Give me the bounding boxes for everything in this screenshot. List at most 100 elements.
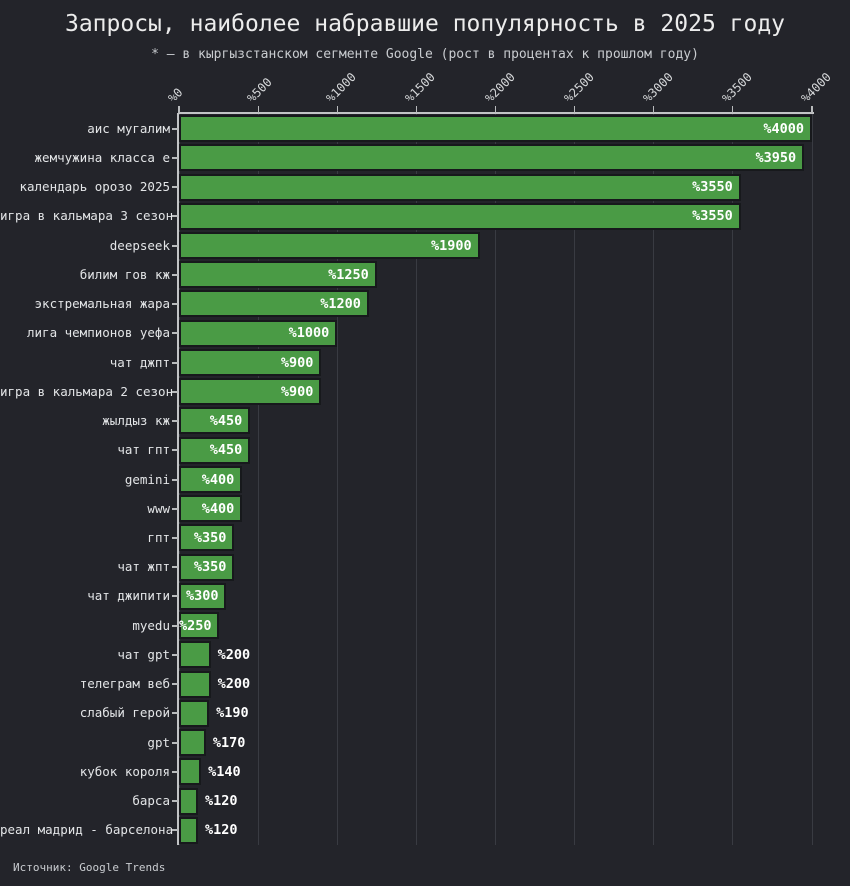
y-tick bbox=[172, 478, 178, 481]
category-label: deepseek bbox=[109, 237, 170, 253]
bar-value-label: %1000 bbox=[288, 325, 330, 342]
bar bbox=[179, 115, 812, 143]
y-tick bbox=[172, 332, 178, 335]
y-tick bbox=[172, 127, 178, 130]
bar-value-label: %3950 bbox=[755, 149, 797, 166]
y-tick bbox=[172, 566, 178, 569]
category-label: жемчужина класса е bbox=[34, 149, 170, 165]
bar-value-label: %900 bbox=[280, 383, 314, 400]
bar-value-label: %900 bbox=[280, 354, 314, 371]
x-tick bbox=[494, 106, 497, 113]
x-tick-label: %1000 bbox=[323, 69, 360, 106]
y-tick bbox=[172, 303, 178, 306]
bar bbox=[179, 465, 243, 493]
category-label: игра в кальмара 2 сезон bbox=[0, 383, 174, 399]
x-tick-label: %2500 bbox=[561, 69, 597, 106]
bar-value-label: %450 bbox=[209, 442, 243, 459]
y-tick bbox=[172, 420, 178, 423]
x-tick-label: %3000 bbox=[640, 69, 676, 106]
bar bbox=[179, 495, 243, 523]
bar-value-label: %3550 bbox=[692, 208, 733, 225]
bar bbox=[179, 436, 251, 464]
bar bbox=[179, 729, 206, 757]
x-tick bbox=[178, 106, 180, 113]
y-tick bbox=[172, 186, 178, 189]
y-tick bbox=[172, 449, 178, 452]
bar bbox=[179, 699, 210, 727]
x-tick-label: %0 bbox=[165, 85, 186, 106]
bar-value-label: %450 bbox=[209, 413, 243, 430]
gridline bbox=[811, 114, 813, 845]
x-tick bbox=[257, 106, 259, 113]
category-label: экстремальная жара bbox=[34, 296, 170, 312]
bar-value-label: %200 bbox=[217, 676, 251, 693]
y-tick bbox=[172, 244, 178, 247]
bar-value-label: %170 bbox=[212, 734, 246, 751]
bar-value-label: %350 bbox=[193, 559, 227, 576]
bar bbox=[179, 787, 198, 815]
bar-value-label: %190 bbox=[216, 705, 249, 722]
category-label: www bbox=[147, 500, 170, 516]
y-tick bbox=[172, 507, 178, 510]
bar-value-label: %200 bbox=[217, 646, 251, 663]
category-label: жылдыз кж bbox=[102, 413, 170, 429]
category-label: барса bbox=[132, 793, 170, 809]
y-tick bbox=[172, 361, 178, 364]
bar bbox=[179, 407, 251, 435]
y-axis-line bbox=[177, 113, 179, 845]
y-tick bbox=[172, 536, 178, 539]
x-tick-label: %2000 bbox=[481, 69, 518, 106]
bar bbox=[179, 378, 322, 406]
category-label: gpt bbox=[147, 734, 170, 750]
x-axis-line bbox=[178, 112, 814, 114]
bar bbox=[179, 173, 741, 201]
category-label: чат джпт bbox=[109, 354, 170, 370]
chart-title: Запросы, наиболее набравшие популярность… bbox=[64, 11, 786, 37]
x-tick-label: %500 bbox=[244, 74, 275, 106]
bar bbox=[179, 202, 741, 230]
bar-value-label: %3550 bbox=[692, 179, 733, 196]
category-label: чат гпт bbox=[117, 442, 170, 458]
bar-value-label: %1900 bbox=[431, 237, 472, 254]
bar bbox=[179, 524, 235, 552]
bar-value-label: %250 bbox=[179, 617, 212, 634]
category-label: реал мадрид - барселона bbox=[0, 822, 174, 838]
category-label: игра в кальмара 3 сезон bbox=[0, 208, 174, 224]
bar bbox=[179, 290, 369, 318]
category-label: аис мугалим bbox=[87, 120, 170, 136]
x-tick bbox=[732, 106, 734, 113]
y-tick bbox=[172, 712, 178, 715]
bar bbox=[179, 670, 211, 698]
gridline bbox=[574, 114, 576, 845]
x-tick-label: %1500 bbox=[402, 69, 439, 106]
bar bbox=[179, 144, 805, 172]
bar bbox=[179, 582, 227, 610]
bar-value-label: %400 bbox=[201, 471, 235, 488]
source-caption: Источник: Google Trends bbox=[13, 861, 166, 874]
bar bbox=[179, 319, 338, 347]
chart-subtitle: * — в кыргызстанском сегменте Google (ро… bbox=[151, 47, 699, 62]
x-tick bbox=[336, 106, 338, 113]
bar bbox=[179, 758, 202, 786]
category-label: чат джипити bbox=[87, 588, 170, 604]
category-label: гпт bbox=[147, 529, 170, 545]
x-tick-label: %4000 bbox=[798, 69, 834, 106]
bar bbox=[179, 816, 198, 844]
category-label: чат жпт bbox=[117, 559, 170, 575]
x-tick bbox=[415, 106, 417, 113]
bar bbox=[179, 261, 377, 289]
category-label: чат gpt bbox=[117, 646, 170, 662]
gridline bbox=[495, 114, 496, 845]
category-label: слабый герой bbox=[79, 705, 170, 721]
y-tick bbox=[172, 829, 178, 832]
y-tick bbox=[172, 156, 178, 159]
bar-value-label: %120 bbox=[204, 793, 238, 810]
gridline bbox=[257, 114, 259, 845]
category-label: телеграм веб bbox=[79, 676, 170, 692]
bar-value-label: %140 bbox=[208, 763, 241, 780]
bar bbox=[179, 641, 211, 669]
y-tick bbox=[172, 595, 178, 598]
category-label: календарь орозо 2025 bbox=[19, 179, 170, 195]
bar bbox=[179, 348, 322, 376]
